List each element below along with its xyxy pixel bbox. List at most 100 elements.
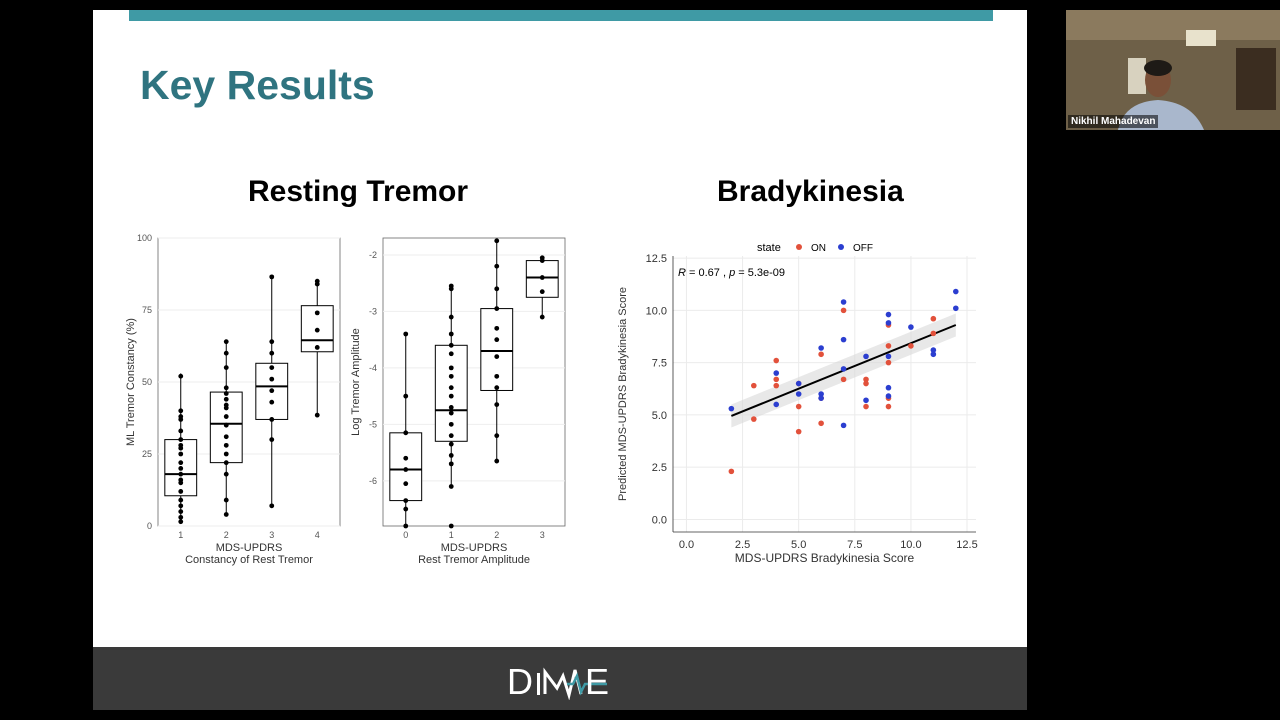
data-point bbox=[178, 514, 184, 520]
data-point-off bbox=[840, 422, 847, 429]
y-tick-label: 75 bbox=[142, 305, 152, 315]
data-point-off bbox=[728, 405, 735, 412]
data-point bbox=[403, 506, 409, 512]
x-tick-label: 3 bbox=[269, 530, 274, 540]
data-point bbox=[403, 467, 409, 472]
data-point-off bbox=[953, 288, 959, 295]
x-tick-label: 5.0 bbox=[791, 539, 806, 551]
data-point bbox=[314, 345, 320, 350]
y-tick-label: 2.5 bbox=[652, 462, 667, 474]
data-point bbox=[494, 433, 500, 439]
data-point bbox=[494, 337, 500, 343]
data-point bbox=[494, 238, 500, 244]
bradykinesia-scatter: 0.0 2.5 5.0 7.5 10.0 12.5 0.0 2.5 5.0 7.5 10.0 12.5… bbox=[617, 242, 978, 565]
participant-video-tile[interactable]: Nikhil Mahadevan bbox=[1066, 10, 1280, 130]
data-point-off bbox=[908, 324, 914, 330]
box bbox=[434, 344, 468, 442]
y-tick-label: 25 bbox=[142, 449, 152, 459]
x-axis-label: Rest Tremor Amplitude bbox=[418, 554, 530, 566]
data-point-off bbox=[885, 353, 892, 360]
x-tick-label: 2 bbox=[494, 530, 499, 540]
slide-top-bar bbox=[129, 10, 993, 21]
data-point bbox=[314, 412, 320, 418]
data-point bbox=[223, 350, 229, 356]
data-point bbox=[539, 275, 545, 280]
y-tick-label: -5 bbox=[369, 419, 377, 429]
data-point bbox=[178, 503, 184, 509]
data-point bbox=[223, 422, 229, 428]
data-point bbox=[223, 385, 229, 391]
x-axis-label: MDS-UPDRS bbox=[216, 542, 283, 554]
data-point bbox=[223, 365, 229, 370]
y-tick-label: -6 bbox=[369, 476, 377, 486]
data-point-off bbox=[840, 299, 847, 305]
dime-logo-mark: D E bbox=[507, 662, 609, 700]
y-tick-label: 7.5 bbox=[652, 358, 667, 370]
data-point bbox=[448, 441, 454, 447]
data-point bbox=[223, 414, 229, 419]
data-point bbox=[223, 396, 229, 402]
dime-logo-text: D bbox=[507, 662, 533, 700]
data-point bbox=[178, 408, 184, 414]
x-axis-label: MDS-UPDRS Bradykinesia Score bbox=[735, 551, 915, 565]
data-point bbox=[269, 339, 275, 345]
data-point-on bbox=[863, 380, 869, 387]
participant-video-frame bbox=[1066, 10, 1280, 130]
data-point bbox=[403, 523, 409, 529]
data-point bbox=[223, 451, 229, 457]
data-point-on bbox=[863, 403, 869, 410]
data-point bbox=[223, 391, 229, 396]
data-point-on bbox=[773, 382, 780, 389]
data-point-off bbox=[818, 395, 824, 401]
data-point bbox=[178, 509, 184, 514]
data-point bbox=[178, 451, 184, 457]
data-point bbox=[494, 306, 500, 311]
slide-footer: D E bbox=[93, 647, 1027, 710]
data-point bbox=[448, 342, 454, 348]
data-point-off bbox=[840, 336, 847, 343]
data-point bbox=[269, 503, 275, 509]
y-tick-label: 100 bbox=[137, 233, 152, 243]
data-point bbox=[269, 376, 275, 382]
data-point bbox=[269, 350, 275, 356]
data-point-on bbox=[840, 307, 847, 314]
data-point bbox=[448, 286, 454, 292]
x-tick-label: 7.5 bbox=[847, 539, 862, 551]
data-point-off bbox=[818, 391, 824, 397]
data-point-on bbox=[751, 382, 757, 389]
data-point bbox=[448, 393, 454, 399]
data-point bbox=[269, 365, 275, 370]
y-tick-label: 50 bbox=[142, 377, 152, 387]
data-point bbox=[403, 430, 409, 436]
slide-title: Key Results bbox=[140, 62, 375, 108]
data-point-off bbox=[863, 397, 869, 404]
data-point-on bbox=[818, 351, 824, 358]
data-point bbox=[494, 354, 500, 359]
data-point bbox=[494, 325, 500, 331]
data-point bbox=[269, 274, 275, 280]
data-point-on bbox=[908, 343, 914, 349]
data-point-off bbox=[885, 320, 892, 326]
data-point bbox=[223, 434, 229, 440]
y-tick-label: 0 bbox=[147, 521, 152, 531]
data-point bbox=[448, 385, 454, 391]
legend-label-off: OFF bbox=[853, 243, 873, 254]
data-point bbox=[178, 428, 184, 434]
data-point-on bbox=[751, 416, 757, 422]
data-point-on bbox=[930, 315, 937, 322]
x-tick-label: 1 bbox=[449, 530, 454, 540]
legend-marker-on bbox=[796, 244, 802, 250]
data-point-off bbox=[795, 380, 802, 387]
data-point bbox=[223, 471, 229, 477]
dime-logo: D E bbox=[507, 662, 617, 700]
data-point-off bbox=[885, 384, 892, 391]
data-point-on bbox=[773, 376, 780, 383]
data-point bbox=[448, 410, 454, 416]
data-point bbox=[223, 497, 229, 503]
data-point-on bbox=[795, 428, 802, 435]
data-point bbox=[539, 289, 545, 295]
data-point bbox=[494, 385, 500, 391]
data-point bbox=[314, 310, 320, 316]
